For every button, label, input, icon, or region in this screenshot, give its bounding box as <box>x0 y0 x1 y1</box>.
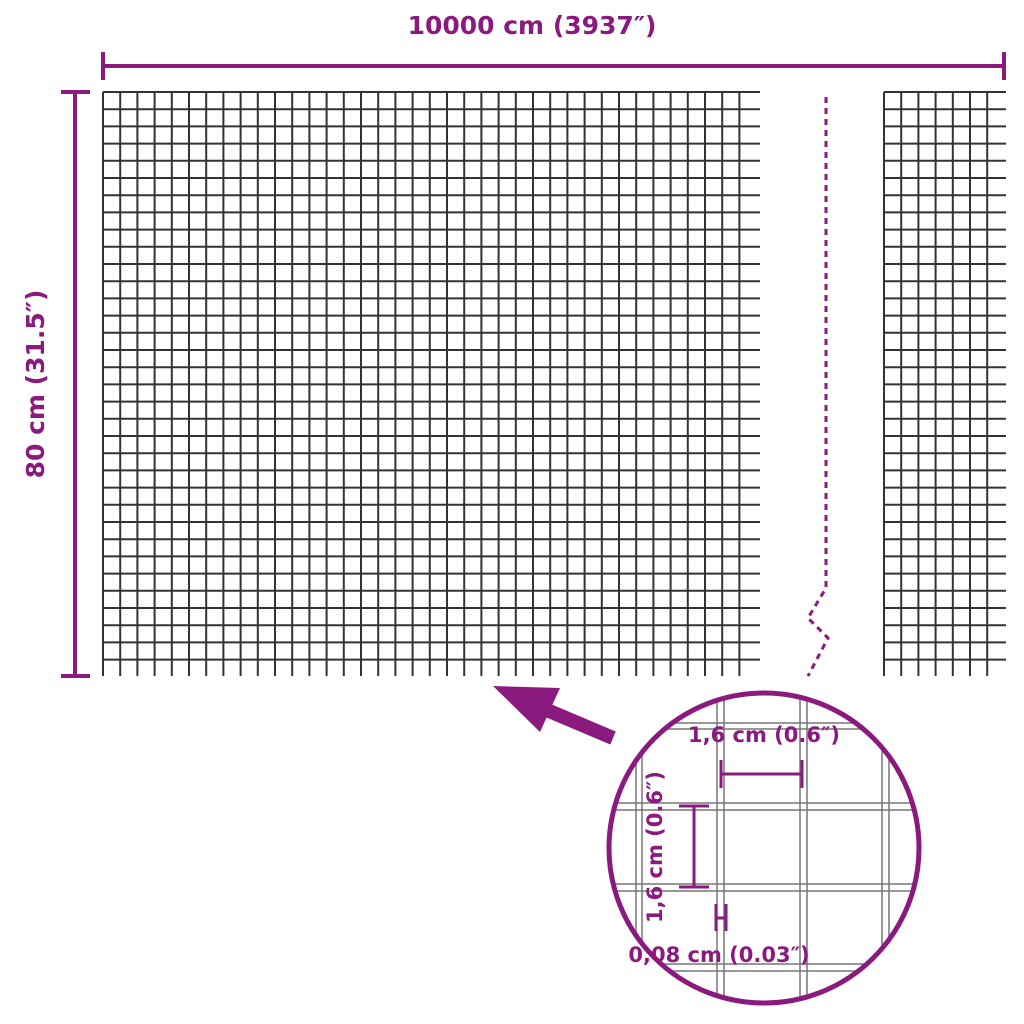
mesh-main-panel <box>102 91 760 676</box>
break-line <box>806 97 830 677</box>
height-label: 80 cm (31.5″) <box>21 290 50 479</box>
mesh-width-label: 1,6 cm (0.6″) <box>688 723 840 747</box>
width-label: 10000 cm (3937″) <box>408 11 657 40</box>
arrow-icon <box>493 686 616 745</box>
height-dimension <box>61 90 90 678</box>
mesh-height-label: 1,6 cm (0.6″) <box>643 771 667 923</box>
wire-thickness-label: 0,08 cm (0.03″) <box>628 943 809 967</box>
detail-magnifier: 1,6 cm (0.6″) 1,6 cm (0.6″) 0,08 cm (0.0… <box>606 690 922 1006</box>
detail-dimension-lines <box>679 760 804 931</box>
mesh-end-panel <box>883 91 1006 676</box>
width-dimension <box>101 52 1006 80</box>
